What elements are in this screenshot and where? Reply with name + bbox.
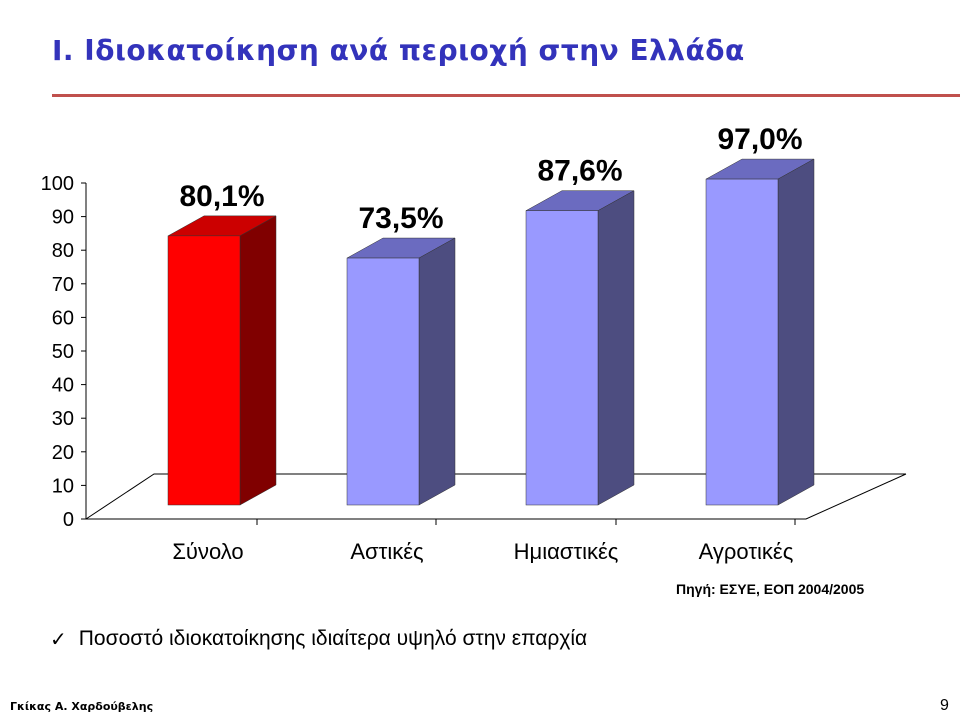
floor-back-edge <box>85 473 906 520</box>
y-tick-label: 60 <box>52 307 74 329</box>
data-label: 80,1% <box>179 180 264 213</box>
x-tick-label: Ημιαστικές <box>514 539 619 564</box>
data-label: 97,0% <box>717 123 802 156</box>
data-label: 73,5% <box>358 202 443 235</box>
bar-side <box>777 158 815 506</box>
y-tick-label: 70 <box>52 274 74 296</box>
y-tick-label: 10 <box>52 475 74 497</box>
bullet-text: Ποσοστό ιδιοκατοίκησης ιδιαίτερα υψηλό σ… <box>78 627 588 650</box>
bar-side <box>418 237 456 506</box>
bar <box>346 257 420 506</box>
bar <box>525 210 599 506</box>
y-tick-label: 50 <box>52 341 74 363</box>
y-tick-label: 40 <box>52 375 74 397</box>
bar <box>705 178 779 506</box>
bullet-point: ✓ Ποσοστό ιδιοκατοίκησης ιδιαίτερα υψηλό… <box>50 627 587 651</box>
title-divider <box>52 94 960 97</box>
y-tick-label: 100 <box>41 173 74 195</box>
data-label: 87,6% <box>537 155 622 188</box>
bar-side <box>597 190 635 506</box>
y-tick-label: 0 <box>63 509 74 531</box>
source-note: Πηγή: ΕΣΥΕ, ΕΟΠ 2004/2005 <box>676 581 865 597</box>
page-number: 9 <box>940 697 949 714</box>
x-tick-label: Αγροτικές <box>699 539 794 564</box>
check-icon: ✓ <box>50 627 67 651</box>
slide-title: I. Ιδιοκατοίκηση ανά περιοχή στην Ελλάδα <box>52 34 745 67</box>
x-tick-label: Αστικές <box>350 539 423 564</box>
bar-chart: 0 10 20 30 40 50 60 70 80 90 100 80,1% Σύνολο 73,5% Ασ… <box>41 123 907 564</box>
y-tick-label: 30 <box>52 408 74 430</box>
y-tick-label: 90 <box>52 207 74 229</box>
y-tick-label: 80 <box>52 240 74 262</box>
footer-author: Γκίκας Α. Χαρδούβελης <box>10 700 154 713</box>
floor-front-edge <box>86 473 907 520</box>
bar-side <box>239 215 277 506</box>
x-tick-label: Σύνολο <box>172 539 243 564</box>
y-tick-label: 20 <box>52 442 74 464</box>
bar <box>167 235 241 506</box>
